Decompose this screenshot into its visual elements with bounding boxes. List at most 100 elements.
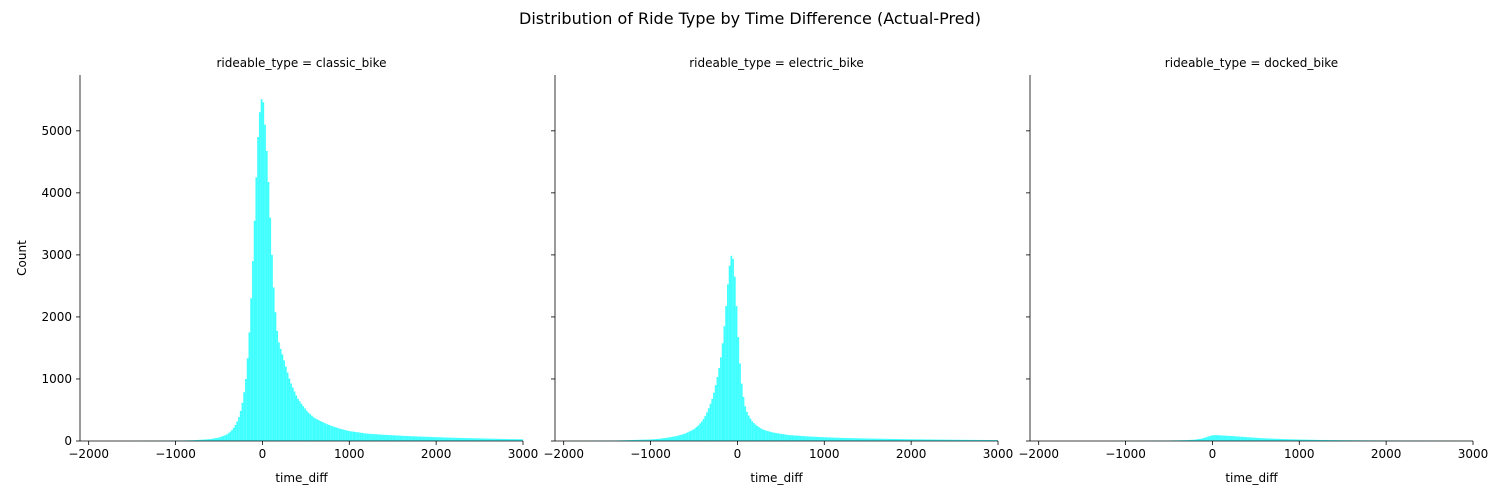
histogram-bar (754, 424, 757, 441)
histogram-bar (503, 438, 506, 441)
histogram-bar (879, 438, 882, 441)
histogram-bar (916, 439, 919, 441)
histogram-bar (853, 438, 856, 441)
histogram-bar (443, 437, 445, 441)
histogram-bar (991, 440, 993, 441)
histogram-bar (328, 425, 331, 441)
histogram-bar (1201, 438, 1204, 441)
histogram-bar (949, 439, 952, 441)
histogram-bar (496, 438, 499, 441)
histogram-bar (1313, 439, 1315, 441)
histogram-bar (933, 439, 936, 441)
histogram-bar (430, 437, 433, 441)
histogram-bar (302, 406, 305, 441)
histogram-bar (312, 417, 315, 441)
histogram-bar (1330, 440, 1333, 441)
histogram-bar (789, 435, 792, 441)
x-tick-label: 1000 (334, 447, 365, 461)
histogram-bar (848, 438, 851, 441)
histogram-bar (726, 284, 729, 441)
histogram-bar (1314, 439, 1317, 441)
histogram-bar (1229, 435, 1232, 441)
y-tick-label: 1000 (41, 372, 72, 386)
histogram-bar (961, 439, 964, 441)
histogram-bar (1191, 439, 1194, 441)
histogram-bar (923, 439, 926, 441)
histogram-bar (1248, 437, 1251, 441)
histogram-bar (859, 438, 861, 441)
histogram-bar (841, 437, 844, 441)
histogram-bar (1214, 435, 1216, 441)
histogram-bar (434, 437, 437, 441)
histogram-bar (224, 435, 226, 441)
histogram-bar (966, 439, 969, 441)
histogram-bar (288, 378, 291, 441)
histogram-bar (773, 432, 776, 441)
histogram-bar (900, 439, 903, 441)
histogram-bar (271, 254, 273, 441)
histogram-bar (1325, 440, 1328, 441)
histogram-bar (782, 434, 785, 441)
histogram-bar (467, 438, 470, 441)
histogram-bar (652, 439, 655, 441)
histogram-bar (318, 420, 320, 441)
histogram-bar (477, 438, 480, 441)
histogram-bar (377, 434, 379, 441)
histogram-bar (257, 137, 259, 441)
x-tick-label: −1000 (155, 447, 196, 461)
histogram-bar (711, 398, 714, 441)
histogram-bar (278, 342, 280, 441)
histogram-bar (940, 439, 943, 441)
histogram-bar (390, 435, 393, 441)
histogram-bar (808, 436, 811, 441)
x-tick-label: 2000 (421, 447, 452, 461)
x-tick-label: 0 (734, 447, 742, 461)
histogram-bar (640, 439, 642, 441)
histogram-bar (366, 433, 369, 441)
histogram-bar (680, 434, 682, 441)
histogram-bar (838, 437, 840, 441)
histogram-bar (963, 439, 965, 441)
histogram-bar (898, 439, 901, 441)
histogram-bar (662, 438, 665, 441)
histogram-bar (333, 426, 336, 441)
histogram-bar (1281, 439, 1284, 441)
histogram-bar (1321, 439, 1324, 441)
histogram-bar (1316, 439, 1319, 441)
histogram-bar (262, 102, 265, 441)
histogram-bar (453, 437, 456, 441)
histogram-bar (801, 436, 804, 441)
histogram-bar (1240, 436, 1242, 441)
histogram-bar (1247, 437, 1249, 441)
histogram-bar (871, 438, 873, 441)
histogram-bar (291, 387, 294, 441)
histogram-bar (747, 415, 750, 441)
histogram-bar (947, 439, 950, 441)
x-tick-label: −1000 (630, 447, 671, 461)
histogram-bar (213, 438, 216, 441)
histogram-bar (1307, 439, 1310, 441)
histogram-bar (758, 427, 760, 441)
histogram-bar (645, 439, 648, 441)
histogram-bar (234, 425, 237, 441)
histogram-bar (664, 437, 667, 441)
histogram-bar (359, 432, 362, 441)
histogram-bar (481, 438, 484, 441)
histogram-bar (446, 437, 449, 441)
y-axis-label: Count (15, 240, 29, 276)
x-tick-label: −1000 (1105, 447, 1146, 461)
histogram-bar (713, 392, 715, 441)
histogram-bar (989, 440, 992, 441)
histogram-bar (831, 437, 833, 441)
histogram-bar (815, 436, 818, 441)
histogram-bar (641, 439, 644, 441)
histogram-bar (850, 438, 853, 441)
x-tick-label: 0 (259, 447, 267, 461)
histogram-bar (829, 437, 832, 441)
histogram-bar (231, 430, 233, 441)
histogram-bar (394, 435, 397, 441)
histogram-bar (486, 438, 489, 441)
histogram-bar (772, 432, 774, 441)
histogram-bar (408, 436, 411, 441)
histogram-bar (1203, 437, 1206, 441)
